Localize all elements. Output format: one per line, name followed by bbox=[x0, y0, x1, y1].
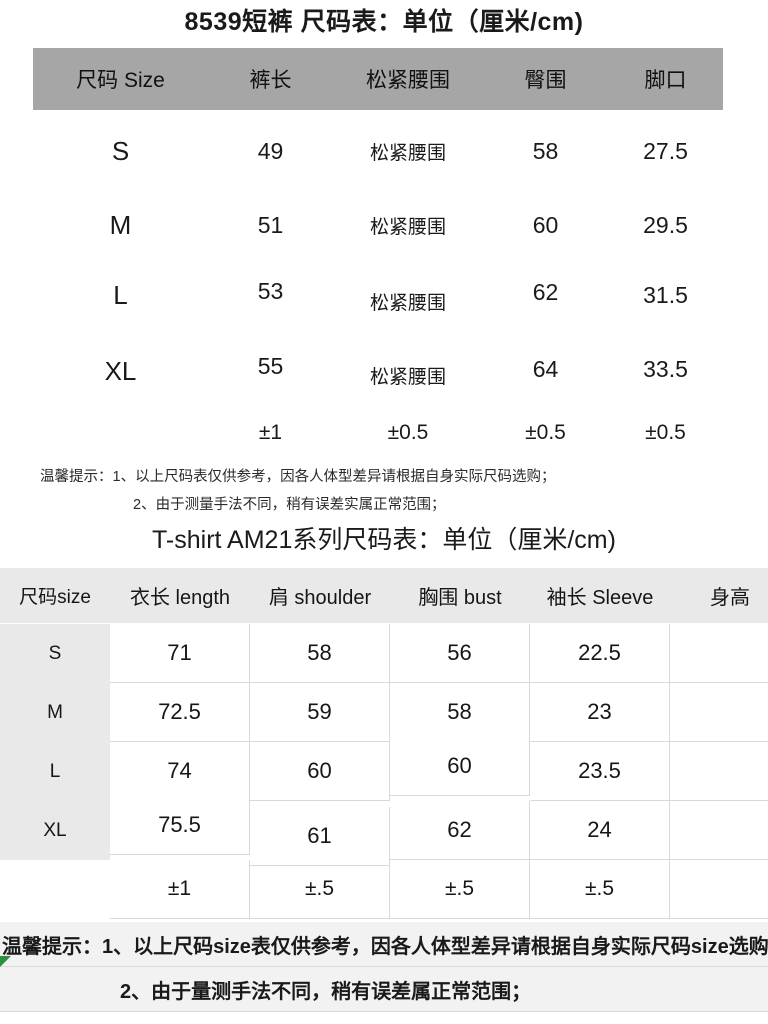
tshirt-tol-length: ±1 bbox=[110, 860, 250, 919]
tshirt-cell-sleeve: 23 bbox=[530, 683, 670, 742]
tshirt-header-height: 身高 bbox=[670, 568, 768, 624]
tshirt-table-grid: 尺码size 衣长 length 肩 shoulder 胸围 bust 袖长 S… bbox=[0, 568, 768, 919]
shorts-cell-length: 53 bbox=[257, 277, 284, 304]
tshirt-cell-length: 75.5 bbox=[110, 796, 250, 855]
shorts-cell-size: L bbox=[113, 279, 128, 310]
tshirt-header-sleeve: 袖长 Sleeve bbox=[530, 568, 670, 624]
tshirt-tol-size bbox=[0, 860, 110, 919]
tshirt-tol-height bbox=[670, 860, 768, 919]
shorts-size-chart: 8539短裤 尺码表：单位（厘米/cm) 尺码 Size 裤长 松紧腰围 臀围 … bbox=[33, 8, 723, 513]
tshirt-cell-shoulder: 60 bbox=[250, 742, 390, 801]
shorts-cell-length: 51 bbox=[257, 211, 284, 238]
shorts-row-s: S 49 松紧腰围 58 27.5 bbox=[33, 130, 723, 172]
shorts-cell-size: XL bbox=[104, 355, 137, 386]
shorts-note-2: 2、由于测量手法不同，稍有误差实属正常范围； bbox=[133, 497, 446, 513]
shorts-header-hip: 臀围 bbox=[524, 69, 567, 92]
shorts-cell-length: 49 bbox=[257, 137, 284, 164]
shorts-tol-hip: ±0.5 bbox=[525, 421, 566, 444]
shorts-cell-length: 55 bbox=[257, 352, 284, 379]
tshirt-cell-size: XL bbox=[0, 801, 110, 860]
shorts-cell-foot: 33.5 bbox=[643, 355, 688, 382]
shorts-row-xl: XL 55 松紧腰围 64 33.5 bbox=[33, 348, 723, 390]
tshirt-notes-block: 温馨提示：1、以上尺码size表仅供参考，因各人体型差异请根据自身实际尺码siz… bbox=[0, 922, 768, 1012]
tshirt-cell-sleeve: 22.5 bbox=[530, 624, 670, 683]
tshirt-row-tolerance: ±1 ±.5 ±.5 ±.5 bbox=[0, 860, 768, 919]
tshirt-cell-length: 74 bbox=[110, 742, 250, 801]
shorts-cell-size: M bbox=[109, 209, 132, 240]
tshirt-size-chart: T-shirt AM21系列尺码表：单位（厘米/cm) 尺码size 衣长 le… bbox=[0, 520, 768, 1024]
tshirt-cell-shoulder: 58 bbox=[250, 624, 390, 683]
shorts-cell-hip: 58 bbox=[532, 137, 559, 164]
tshirt-cell-height bbox=[670, 742, 768, 801]
tshirt-cell-bust: 58 bbox=[390, 683, 530, 742]
shorts-cell-waist: 松紧腰围 bbox=[369, 216, 446, 238]
tshirt-cell-length: 71 bbox=[110, 624, 250, 683]
tshirt-row-s: S 71 58 56 22.5 bbox=[0, 624, 768, 683]
shorts-cell-hip: 64 bbox=[532, 355, 559, 382]
tshirt-cell-sleeve: 24 bbox=[530, 801, 670, 860]
tshirt-header-size: 尺码size bbox=[0, 568, 110, 624]
shorts-cell-foot: 29.5 bbox=[643, 211, 688, 238]
notes-divider bbox=[0, 966, 768, 967]
tshirt-cell-bust: 62 bbox=[390, 801, 530, 860]
shorts-tol-length: ±1 bbox=[258, 421, 283, 444]
tshirt-cell-size: M bbox=[0, 683, 110, 742]
shorts-header-band bbox=[33, 48, 723, 110]
tshirt-cell-bust: 60 bbox=[390, 737, 530, 796]
shorts-cell-waist: 松紧腰围 bbox=[369, 142, 446, 164]
tshirt-header-shoulder: 肩 shoulder bbox=[250, 568, 390, 624]
shorts-tol-foot: ±0.5 bbox=[645, 421, 686, 444]
tshirt-header-length: 衣长 length bbox=[110, 568, 250, 624]
tshirt-cell-size: L bbox=[0, 742, 110, 801]
shorts-row-tolerance: ±1 ±0.5 ±0.5 ±0.5 bbox=[33, 415, 723, 451]
tshirt-note-1: 温馨提示：1、以上尺码size表仅供参考，因各人体型差异请根据自身实际尺码siz… bbox=[2, 935, 768, 958]
shorts-cell-foot: 31.5 bbox=[643, 281, 688, 308]
shorts-header-row: 尺码 Size 裤长 松紧腰围 臀围 脚口 bbox=[33, 58, 723, 100]
tshirt-cell-height bbox=[670, 624, 768, 683]
tshirt-tol-bust: ±.5 bbox=[390, 860, 530, 919]
notes-divider-bottom bbox=[0, 1011, 768, 1012]
tshirt-tol-sleeve: ±.5 bbox=[530, 860, 670, 919]
shorts-cell-hip: 60 bbox=[532, 211, 559, 238]
shorts-note-1: 温馨提示：1、以上尺码表仅供参考，因各人体型差异请根据自身实际尺码选购； bbox=[40, 469, 556, 485]
tshirt-cell-sleeve: 23.5 bbox=[530, 742, 670, 801]
shorts-tol-waist: ±0.5 bbox=[387, 421, 429, 444]
tshirt-chart-title: T-shirt AM21系列尺码表：单位（厘米/cm) bbox=[152, 526, 616, 554]
tshirt-row-l: L 74 60 60 23.5 bbox=[0, 737, 768, 801]
shorts-row-m: M 51 松紧腰围 60 29.5 bbox=[33, 204, 723, 246]
shorts-chart-title: 8539短裤 尺码表：单位（厘米/cm) bbox=[184, 8, 584, 36]
shorts-header-size: 尺码 Size bbox=[76, 69, 165, 92]
shorts-cell-size: S bbox=[111, 135, 130, 166]
shorts-cell-foot: 27.5 bbox=[643, 137, 688, 164]
tshirt-row-m: M 72.5 59 58 23 bbox=[0, 683, 768, 742]
shorts-header-waist: 松紧腰围 bbox=[366, 69, 450, 92]
tshirt-cell-height bbox=[670, 683, 768, 742]
shorts-header-foot: 脚口 bbox=[644, 69, 687, 92]
tshirt-cell-height bbox=[670, 801, 768, 860]
tshirt-note-2: 2、由于量测手法不同，稍有误差属正常范围； bbox=[120, 980, 532, 1003]
comment-marker-icon bbox=[0, 956, 11, 967]
shorts-header-length: 裤长 bbox=[249, 69, 292, 92]
tshirt-cell-shoulder: 61 bbox=[250, 807, 390, 866]
tshirt-cell-shoulder: 59 bbox=[250, 683, 390, 742]
shorts-row-l: L 53 松紧腰围 62 31.5 bbox=[33, 274, 723, 316]
tshirt-header-bust: 胸围 bust bbox=[390, 568, 530, 624]
shorts-cell-waist: 松紧腰围 bbox=[369, 292, 446, 314]
tshirt-cell-bust: 56 bbox=[390, 624, 530, 683]
shorts-cell-waist: 松紧腰围 bbox=[369, 366, 446, 388]
tshirt-row-xl: XL 75.5 61 62 24 bbox=[0, 796, 768, 866]
tshirt-cell-length: 72.5 bbox=[110, 683, 250, 742]
tshirt-header-row: 尺码size 衣长 length 肩 shoulder 胸围 bust 袖长 S… bbox=[0, 568, 768, 624]
tshirt-cell-size: S bbox=[0, 624, 110, 683]
shorts-cell-hip: 62 bbox=[532, 278, 559, 305]
tshirt-tol-shoulder: ±.5 bbox=[250, 860, 390, 919]
